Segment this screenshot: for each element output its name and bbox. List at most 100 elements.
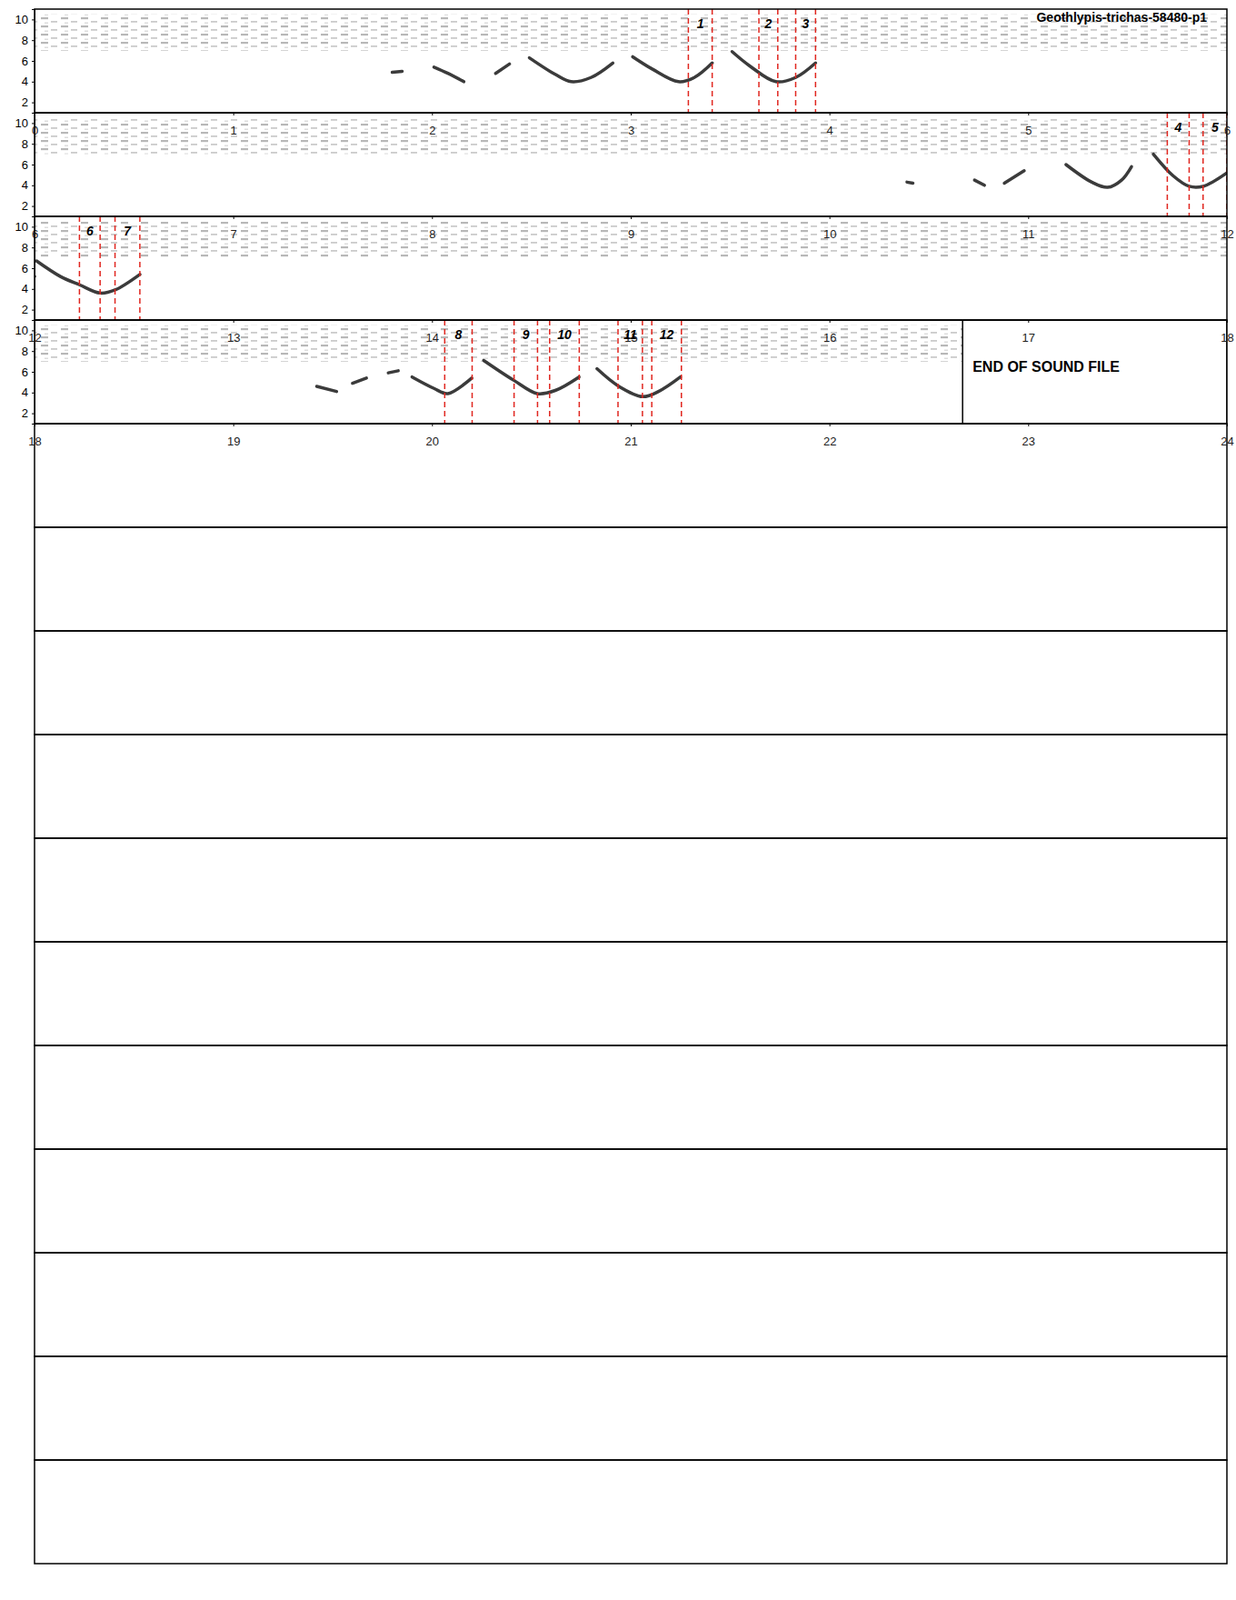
frame-layer [34,9,1227,1564]
x-tick: 20 [426,423,439,449]
x-tick-mark [233,216,235,220]
y-tick-label: 4 [21,385,29,399]
y-tick: 6 [21,261,35,276]
x-tick: 18 [1220,319,1234,345]
end-of-file-box [962,319,1227,424]
x-axis: 12131415161718 [28,319,1234,345]
x-tick-mark [1027,423,1029,427]
x-tick: 17 [1022,319,1036,345]
x-tick-mark [1226,319,1228,323]
y-tick-label: 10 [15,116,29,130]
syllable-boundary [444,319,447,424]
y-tick-label: 4 [21,178,29,192]
x-tick: 7 [230,216,238,241]
song-trace [392,70,403,72]
x-tick-mark [1027,112,1029,116]
song-trace [974,179,985,186]
x-tick-label: 5 [1025,123,1032,138]
syllable-boundary [687,9,690,113]
x-tick: 21 [624,423,638,449]
x-tick: 12 [1220,216,1234,241]
y-tick-mark [31,329,35,331]
y-tick-mark [31,226,35,228]
x-tick-label: 8 [428,227,436,241]
x-tick: 2 [428,112,436,138]
x-tick-label: 24 [1220,434,1234,449]
y-axis: 246810 [15,113,36,218]
y-tick-mark [31,309,35,311]
x-tick-mark [1027,319,1029,323]
y-tick-mark [31,122,35,124]
x-tick: 22 [823,423,837,449]
x-tick-mark [630,423,632,427]
x-tick: 23 [1022,423,1036,449]
y-axis-line [31,217,36,321]
x-tick-label: 16 [823,330,837,345]
panel-frame [34,9,1227,113]
empty-panel [34,527,1227,631]
song-trace [632,56,712,81]
x-tick-label: 18 [1220,330,1234,345]
syllable-boundary [680,319,683,424]
x-tick-mark [829,216,831,220]
y-axis: 246810 [15,9,36,114]
empty-panel [34,423,1227,528]
x-tick: 1 [230,112,238,138]
y-axis-line [31,113,36,218]
empty-panel [34,1459,1227,1564]
syllable-boundary [617,319,619,424]
song-trace [732,51,817,82]
content-layer [0,9,1227,424]
y-tick-label: 10 [15,219,29,234]
x-tick-mark [630,319,632,323]
y-tick: 10 [15,323,35,338]
syllable-boundary [641,319,644,424]
x-tick: 14 [426,319,439,345]
x-tick-mark [829,423,831,427]
syllable-boundary [795,9,798,113]
y-tick-label: 4 [21,281,29,296]
syllable-boundary [1188,112,1191,217]
y-tick-mark [31,206,35,208]
x-tick-label: 3 [627,123,635,138]
y-tick: 6 [21,54,35,69]
syllable-label: 10 [557,327,572,342]
syllable-label: 6 [86,223,94,239]
x-tick-mark [233,112,235,116]
x-tick: 4 [827,112,834,138]
y-tick: 6 [21,158,35,172]
y-tick-mark [31,268,35,270]
syllable-boundary [471,319,474,424]
y-tick: 10 [15,116,35,130]
y-tick-mark [31,371,35,373]
y-tick-mark [31,185,35,187]
x-tick-mark [1027,216,1029,220]
end-of-file-label: END OF SOUND FILE [972,358,1120,375]
x-tick: 11 [1022,216,1036,241]
song-trace [434,67,465,82]
x-tick-mark [431,423,433,427]
y-tick-label: 6 [21,261,29,276]
y-tick: 8 [21,240,35,255]
y-tick-label: 6 [21,365,29,379]
song-trace [597,368,681,398]
x-tick: 9 [627,216,635,241]
empty-panel [34,630,1227,735]
x-tick-label: 17 [1022,330,1036,345]
y-tick: 6 [21,365,35,379]
empty-panel [34,941,1227,1046]
y-tick-label: 10 [15,12,29,27]
x-tick-label: 9 [627,227,635,241]
plot-area [34,9,1227,113]
syllable-boundary [99,216,101,320]
song-trace [1004,170,1025,184]
syllable-boundary [815,9,818,113]
x-tick-label: 22 [823,434,837,449]
syllable-boundary [757,9,760,113]
x-tick: 16 [823,319,837,345]
syllable-boundary [578,319,581,424]
x-tick-label: 12 [1220,227,1234,241]
x-axis-line [35,217,1228,220]
chart-container: 1230123456246810456789101112246810671213… [0,0,1236,1600]
x-tick-label: 19 [227,434,240,449]
